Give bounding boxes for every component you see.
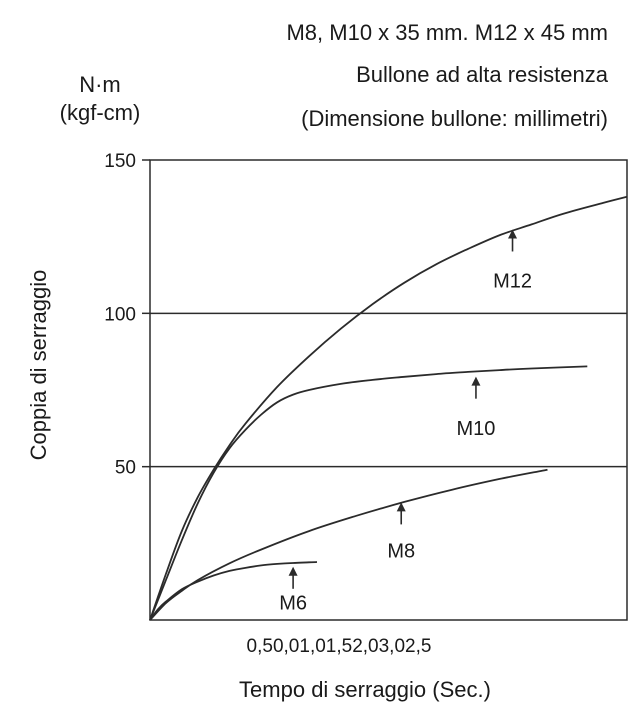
arrow-head-m8 <box>396 502 406 512</box>
series-lines <box>149 195 628 621</box>
y-tick-label-150: 150 <box>104 151 136 172</box>
series-label-m12: M12 <box>493 271 532 293</box>
y-tick-label-100: 100 <box>104 304 136 325</box>
series-line-m6 <box>149 561 318 621</box>
series-annotations: M6 M8 M10 M12 <box>279 229 532 615</box>
gridlines <box>150 312 627 468</box>
y-tick-label-50: 50 <box>115 458 136 479</box>
x-tick-labels: 0,50,01,01,52,03,02,5 <box>247 636 432 657</box>
x-axis-label: Tempo di serraggio (Sec.) <box>239 677 491 702</box>
series-label-m10: M10 <box>456 418 495 440</box>
y-unit-secondary: (kgf-cm) <box>60 100 141 125</box>
series-label-m8: M8 <box>387 540 415 562</box>
chart-subtitle: Bullone ad alta resistenza <box>356 62 609 87</box>
plot-frame <box>149 159 628 621</box>
series-line-m12 <box>149 195 628 621</box>
series-label-m6: M6 <box>279 593 307 615</box>
arrow-head-m10 <box>471 376 481 386</box>
arrow-head-m12 <box>508 229 518 239</box>
chart-title: M8, M10 x 35 mm. M12 x 45 mm <box>286 20 608 45</box>
series-line-m10 <box>149 365 588 621</box>
y-unit-primary: N·m <box>79 72 121 97</box>
series-line-m8 <box>149 468 548 621</box>
arrow-head-m6 <box>288 566 298 576</box>
y-axis-label: Coppia di serraggio <box>26 270 51 461</box>
chart-note: (Dimensione bullone: millimetri) <box>301 106 608 131</box>
y-axis-ticks: 50 100 150 <box>104 151 150 479</box>
